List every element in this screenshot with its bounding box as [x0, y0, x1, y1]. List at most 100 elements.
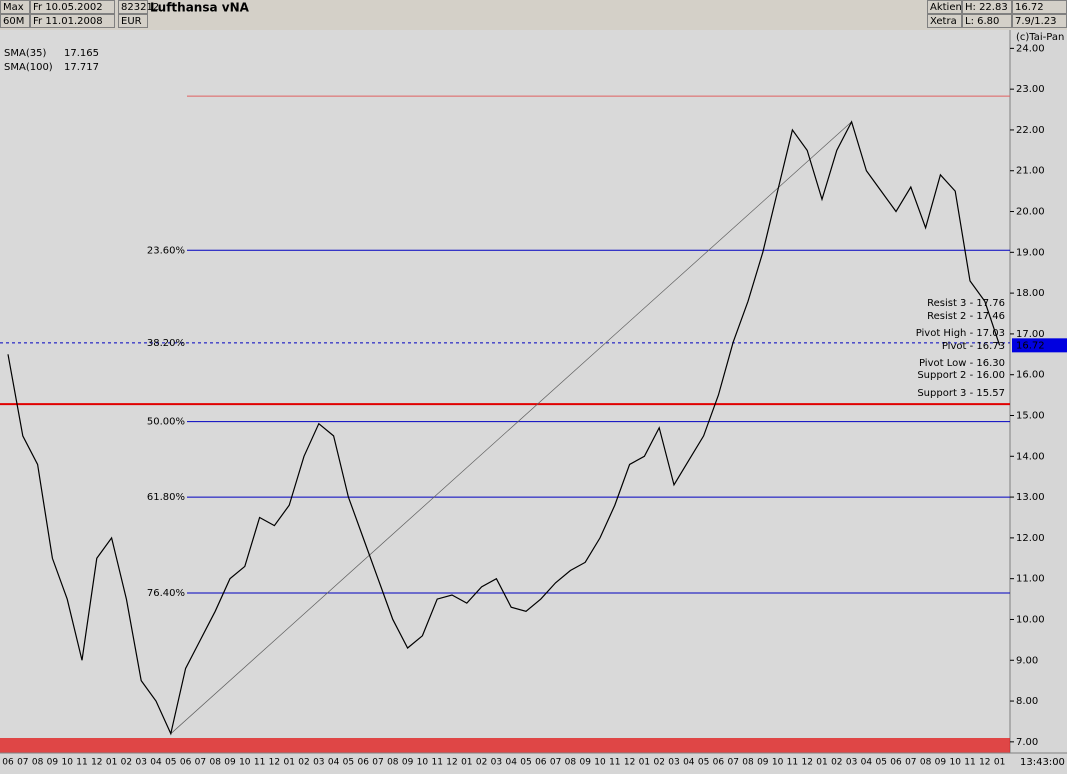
header-bar [0, 0, 1067, 30]
x-tick-label: 12 [446, 758, 457, 768]
plot-area [0, 30, 1010, 753]
x-tick-label: 03 [491, 758, 502, 768]
legend-name: SMA(100) [4, 62, 53, 73]
x-tick-label: 10 [61, 758, 73, 768]
x-tick-label: 04 [861, 758, 873, 768]
x-tick-label: 05 [165, 758, 176, 768]
x-tick-label: 06 [890, 758, 902, 768]
x-tick-label: 07 [17, 758, 28, 768]
header-cell [927, 14, 962, 28]
x-tick-label: 01 [639, 758, 650, 768]
y-tick-label: 22.00 [1016, 125, 1045, 136]
x-tick-label: 06 [713, 758, 725, 768]
x-tick-label: 08 [920, 758, 932, 768]
fib-label: 23.60% [147, 245, 185, 256]
pivot-label: Pivot - 16.73 [942, 341, 1005, 352]
y-tick-label: 21.00 [1016, 166, 1045, 177]
x-tick-label: 01 [816, 758, 827, 768]
header-text: EUR [121, 16, 142, 27]
x-tick-label: 02 [831, 758, 842, 768]
x-tick-label: 07 [550, 758, 561, 768]
x-tick-label: 04 [683, 758, 695, 768]
x-tick-label: 02 [476, 758, 487, 768]
x-tick-label: 04 [328, 758, 340, 768]
x-tick-label: 11 [76, 758, 87, 768]
x-tick-label: 01 [461, 758, 472, 768]
x-tick-label: 04 [505, 758, 517, 768]
x-tick-label: 11 [609, 758, 620, 768]
y-tick-label: 17.00 [1016, 329, 1045, 340]
x-tick-label: 02 [653, 758, 664, 768]
header-cell [962, 0, 1012, 14]
x-tick-label: 05 [520, 758, 531, 768]
fib-label: 50.00% [147, 417, 185, 428]
copyright: (c)Tai-Pan [1016, 32, 1064, 43]
header-text: 16.72 [1015, 2, 1044, 13]
trend-line [170, 121, 852, 734]
x-tick-label: 11 [787, 758, 798, 768]
pivot-label: Pivot Low - 16.30 [919, 358, 1005, 369]
header-text: Fr 11.01.2008 [33, 16, 103, 27]
x-tick-label: 08 [32, 758, 44, 768]
x-tick-label: 02 [121, 758, 132, 768]
legend-value: 17.165 [64, 48, 99, 59]
x-tick-label: 09 [935, 758, 947, 768]
x-tick-label: 08 [209, 758, 221, 768]
x-tick-label: 01 [106, 758, 117, 768]
x-tick-label: 05 [698, 758, 709, 768]
price-line [7, 120, 1001, 736]
header-text: H: 22.83 [965, 2, 1008, 13]
volume-band [0, 738, 1010, 753]
y-tick-label: 7.00 [1016, 737, 1038, 748]
x-tick-label: 09 [224, 758, 236, 768]
pivot-label: Resist 3 - 17.76 [927, 298, 1005, 309]
fib-label: 38.20% [147, 338, 185, 349]
header-text: Xetra [930, 16, 957, 27]
header-text: Aktien [930, 2, 962, 13]
header-cell [118, 14, 148, 28]
y-tick-label: 19.00 [1016, 247, 1045, 258]
header-text: 823212 [121, 2, 159, 13]
x-tick-label: 12 [91, 758, 102, 768]
x-tick-label: 06 [357, 758, 369, 768]
x-tick-label: 10 [949, 758, 961, 768]
x-tick-label: 11 [254, 758, 265, 768]
x-tick-label: 06 [180, 758, 192, 768]
x-tick-label: 03 [668, 758, 679, 768]
pivot-label: Support 3 - 15.57 [917, 388, 1005, 399]
x-tick-label: 11 [431, 758, 442, 768]
x-tick-label: 09 [47, 758, 59, 768]
x-tick-label: 02 [298, 758, 309, 768]
y-tick-label: 18.00 [1016, 288, 1045, 299]
x-tick-label: 10 [594, 758, 606, 768]
y-tick-label: 20.00 [1016, 207, 1045, 218]
header-cell [30, 14, 115, 28]
y-tick-label: 10.00 [1016, 614, 1045, 625]
header-cell [0, 14, 30, 28]
header-text: L: 6.80 [965, 16, 999, 27]
legend-name: SMA(35) [4, 48, 46, 59]
x-tick-label: 05 [343, 758, 354, 768]
x-tick-label: 09 [402, 758, 414, 768]
header-cell [962, 14, 1012, 28]
header-text: Fr 10.05.2002 [33, 2, 103, 13]
x-tick-label: 12 [269, 758, 280, 768]
x-tick-label: 03 [846, 758, 857, 768]
last-price: 16.72 [1016, 340, 1045, 351]
x-tick-label: 01 [283, 758, 294, 768]
y-tick-label: 14.00 [1016, 451, 1045, 462]
y-tick-label: 9.00 [1016, 655, 1038, 666]
x-tick-label: 10 [417, 758, 429, 768]
fib-label: 76.40% [147, 588, 185, 599]
x-tick-label: 08 [565, 758, 577, 768]
pivot-label: Support 2 - 16.00 [917, 370, 1005, 381]
x-tick-label: 07 [372, 758, 383, 768]
y-tick-label: 23.00 [1016, 84, 1045, 95]
x-tick-label: 10 [239, 758, 251, 768]
y-tick-label: 15.00 [1016, 410, 1045, 421]
header-text: Max [3, 2, 24, 13]
header-cell [927, 0, 962, 14]
x-tick-label: 12 [624, 758, 635, 768]
